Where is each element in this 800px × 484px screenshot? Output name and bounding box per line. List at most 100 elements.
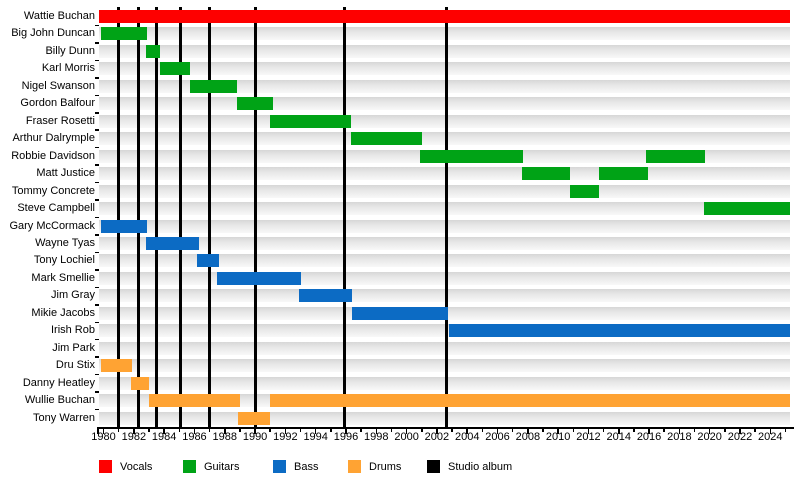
- x-minor-tick: [208, 429, 211, 432]
- timeline-bar-guitars: [145, 44, 160, 58]
- timeline-bar-drums: [100, 359, 133, 373]
- member-label: Danny Heatley: [22, 376, 95, 389]
- member-label: Mikie Jacobs: [31, 306, 95, 319]
- studio-album-line: [342, 7, 346, 427]
- timeline-bar-drums: [149, 394, 240, 408]
- member-label: Wullie Buchan: [24, 394, 95, 407]
- x-tick-label: 2004: [454, 431, 480, 443]
- x-major-tick: [618, 429, 620, 434]
- x-minor-tick: [754, 429, 756, 432]
- drums-color-swatch: [348, 460, 361, 473]
- x-axis-line: [97, 427, 794, 429]
- x-tick-label: 2022: [727, 431, 753, 443]
- x-major-tick: [133, 429, 135, 434]
- row-boundary-tick: [95, 321, 99, 323]
- x-major-tick: [284, 429, 287, 434]
- timeline-bar-bass: [449, 324, 790, 338]
- x-major-tick: [587, 429, 590, 434]
- member-label: Gordon Balfour: [20, 97, 95, 110]
- row-boundary-tick: [95, 59, 99, 62]
- bass-color-swatch: [273, 460, 286, 473]
- x-major-tick: [678, 429, 681, 434]
- x-minor-tick: [299, 429, 302, 432]
- guitars-color-swatch: [183, 460, 196, 473]
- studio-album-color-swatch: [427, 460, 440, 473]
- row-boundary-tick: [95, 129, 99, 131]
- member-label: Gary McCormack: [9, 219, 95, 232]
- member-label: Jim Gray: [51, 289, 95, 302]
- studio-album-line: [136, 7, 140, 427]
- x-minor-tick: [633, 429, 635, 432]
- member-label: Jim Park: [52, 341, 95, 354]
- row-boundary-tick: [95, 181, 99, 184]
- x-major-tick: [527, 429, 529, 434]
- timeline-bar-guitars: [270, 114, 351, 128]
- timeline-bar-bass: [352, 306, 448, 320]
- legend-label: Drums: [369, 461, 402, 473]
- x-major-tick: [557, 429, 559, 434]
- x-tick-label: 1980: [91, 431, 116, 443]
- x-tick-label: 1988: [212, 431, 237, 443]
- member-label: Mark Smellie: [31, 271, 95, 284]
- x-tick-label: 2020: [697, 431, 722, 443]
- x-major-tick: [466, 429, 468, 434]
- row-boundary-tick: [95, 373, 99, 376]
- x-tick-label: 1998: [364, 431, 389, 443]
- x-tick-label: 2006: [485, 431, 510, 443]
- axis-origin-tick: [97, 429, 99, 434]
- row-boundary-tick: [95, 42, 99, 44]
- timeline-bar-bass: [197, 254, 219, 268]
- studio-album-line: [117, 7, 121, 427]
- x-tick-label: 1982: [121, 431, 147, 443]
- x-tick-label: 2024: [758, 431, 783, 443]
- timeline-bar-guitars: [100, 27, 148, 41]
- x-tick-label: 2002: [424, 431, 450, 443]
- row-boundary-tick: [95, 234, 99, 236]
- row-boundary-tick: [95, 94, 99, 97]
- row-boundary-tick: [95, 146, 99, 149]
- x-major-tick: [224, 429, 226, 434]
- x-minor-tick: [390, 429, 393, 432]
- x-minor-tick: [148, 429, 150, 432]
- x-minor-tick: [269, 429, 271, 432]
- x-minor-tick: [784, 429, 787, 432]
- x-major-tick: [708, 429, 711, 434]
- x-minor-tick: [360, 429, 362, 432]
- x-minor-tick: [602, 429, 605, 432]
- x-tick-label: 1992: [273, 431, 298, 443]
- member-label: Dru Stix: [55, 359, 95, 372]
- member-label: Karl Morris: [41, 62, 95, 75]
- timeline-bar-guitars: [646, 149, 706, 163]
- timeline-bar-bass: [217, 271, 301, 285]
- x-tick-label: 1994: [303, 431, 328, 443]
- x-minor-tick: [117, 429, 120, 432]
- x-minor-tick: [724, 429, 726, 432]
- x-major-tick: [405, 429, 408, 434]
- row-boundary-tick: [95, 304, 99, 306]
- member-label: Tommy Concrete: [11, 184, 95, 197]
- timeline-bar-guitars: [236, 97, 274, 111]
- member-label: Steve Campbell: [17, 202, 95, 215]
- row-boundary-tick: [95, 408, 99, 411]
- x-tick-label: 2014: [606, 431, 631, 443]
- member-label: Billy Dunn: [45, 44, 95, 57]
- x-minor-tick: [542, 429, 544, 432]
- member-label: Robbie Davidson: [11, 149, 95, 162]
- timeline-bar-drums: [130, 376, 149, 390]
- x-minor-tick: [178, 429, 181, 432]
- x-major-tick: [314, 429, 317, 434]
- member-label: Wayne Tyas: [35, 236, 95, 249]
- member-label: Big John Duncan: [11, 27, 95, 40]
- legend: Vocals Guitars Bass Drums Studio album: [0, 460, 800, 476]
- studio-album-line: [253, 7, 257, 427]
- timeline-bar-drums: [270, 394, 790, 408]
- row-boundary-tick: [95, 199, 99, 201]
- member-label: Fraser Rosetti: [25, 114, 95, 127]
- x-major-tick: [436, 429, 438, 434]
- timeline-bar-guitars: [159, 62, 190, 76]
- timeline-bar-vocals: [99, 10, 790, 23]
- row-boundary-tick: [95, 216, 99, 219]
- studio-album-line: [179, 7, 183, 427]
- row-boundary-tick: [95, 356, 99, 358]
